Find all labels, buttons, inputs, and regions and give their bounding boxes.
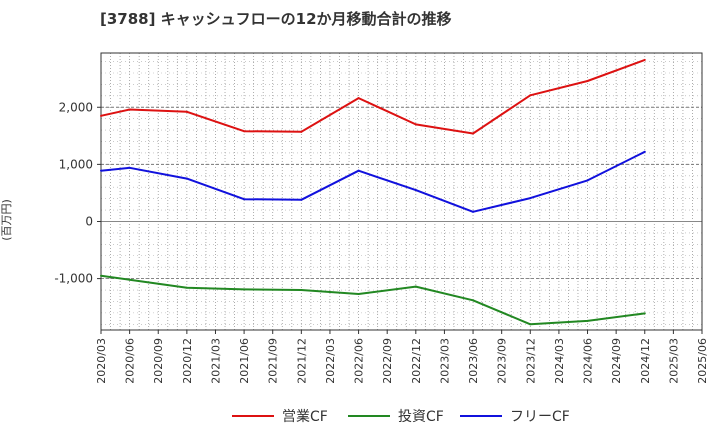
data-point: [100, 114, 102, 117]
data-point: [529, 94, 532, 97]
x-tick-label: 2023/03: [438, 338, 451, 384]
x-tick-label: 2020/06: [124, 338, 137, 384]
legend: 営業CF 投資CF フリーCF: [0, 404, 720, 428]
data-point: [529, 323, 532, 326]
x-tick-label: 2024/12: [639, 338, 652, 384]
legend-label-operating-cf: 営業CF: [282, 409, 328, 425]
x-tick-label: 2024/09: [610, 338, 623, 384]
legend-swatch-free-cf: [460, 415, 502, 417]
data-point: [529, 197, 532, 200]
data-point: [586, 179, 589, 182]
x-tick-label: 2025/06: [696, 338, 709, 384]
x-tick-label: 2024/06: [582, 338, 595, 384]
data-point: [243, 198, 246, 201]
x-tick-label: 2020/12: [181, 338, 194, 384]
data-point: [357, 293, 360, 296]
legend-item-investing-cf[interactable]: 投資CF: [348, 404, 444, 428]
data-point: [185, 110, 188, 113]
data-point: [243, 130, 246, 133]
data-point: [472, 210, 475, 213]
plot-frame: [100, 52, 703, 331]
x-tick-label: 2020/09: [152, 338, 165, 384]
x-tick-label: 2023/09: [496, 338, 509, 384]
x-tick-label: 2022/09: [381, 338, 394, 384]
data-point: [243, 288, 246, 291]
x-tick-label: 2022/03: [324, 338, 337, 384]
data-point: [128, 108, 131, 111]
legend-label-investing-cf: 投資CF: [398, 409, 444, 425]
data-point: [643, 150, 646, 153]
x-tick-label: 2023/12: [524, 338, 537, 384]
data-point: [357, 169, 360, 172]
chart-title: [3788] キャッシュフローの12か月移動合計の推移: [100, 10, 452, 28]
data-point: [643, 312, 646, 315]
x-tick-label: 2022/06: [353, 338, 366, 384]
data-point: [643, 58, 646, 61]
x-tick-label: 2025/03: [667, 338, 680, 384]
x-tick-label: 2021/06: [238, 338, 251, 384]
data-point: [300, 289, 303, 292]
x-tick-label: 2021/12: [295, 338, 308, 384]
data-point: [185, 177, 188, 180]
data-point: [300, 130, 303, 133]
data-point: [414, 189, 417, 192]
x-tick-label: 2021/03: [209, 338, 222, 384]
x-tick-label: 2022/12: [410, 338, 423, 384]
x-tick-label: 2024/03: [553, 338, 566, 384]
plot-area: [101, 53, 702, 330]
y-tick-label: -1,000: [54, 272, 93, 286]
legend-item-free-cf[interactable]: フリーCF: [460, 404, 570, 428]
data-point: [100, 169, 102, 172]
data-point: [300, 198, 303, 201]
data-point: [414, 123, 417, 126]
data-point: [185, 286, 188, 289]
x-tick-label: 2020/03: [95, 338, 108, 384]
data-point: [128, 166, 131, 169]
y-tick-label: 2,000: [59, 100, 93, 114]
legend-swatch-investing-cf: [348, 415, 390, 417]
data-point: [414, 285, 417, 288]
data-point: [472, 299, 475, 302]
data-point: [586, 319, 589, 322]
data-point: [100, 274, 102, 277]
legend-label-free-cf: フリーCF: [510, 409, 570, 425]
x-tick-label: 2023/06: [467, 338, 480, 384]
x-tick-label: 2021/09: [267, 338, 280, 384]
y-tick-label: 0: [85, 214, 93, 228]
data-point: [357, 97, 360, 100]
data-point: [586, 79, 589, 82]
data-point: [128, 278, 131, 281]
legend-swatch-operating-cf: [232, 415, 274, 417]
y-tick-label: 1,000: [59, 157, 93, 171]
data-point: [472, 132, 475, 135]
legend-item-operating-cf[interactable]: 営業CF: [232, 404, 328, 428]
